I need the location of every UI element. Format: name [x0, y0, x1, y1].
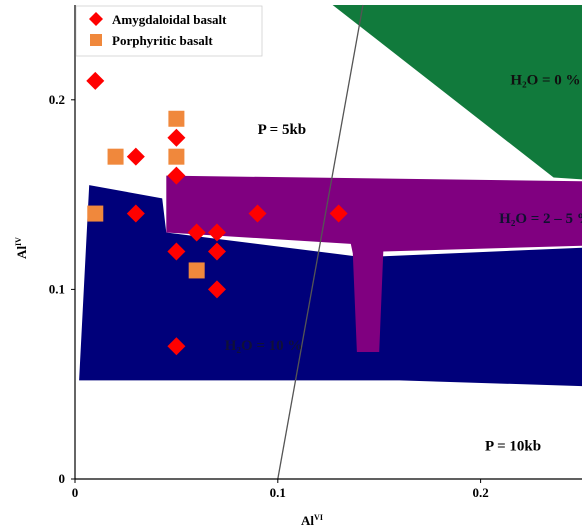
y-tick-label-1: 0.1: [49, 281, 65, 296]
y-axis-title: AlIV: [14, 237, 29, 259]
legend-marker-diamond: [89, 12, 103, 26]
amygdaloidal-point-7: [167, 337, 186, 356]
x-tick-label-2: 0.2: [472, 485, 488, 500]
amygdaloidal-point-9: [207, 223, 226, 242]
region-2: [166, 175, 582, 352]
amygdaloidal-point-8: [187, 223, 206, 242]
legend-label-amygdaloidal: Amygdaloidal basalt: [112, 12, 227, 27]
region-label-1: H₂O = 10 %: [225, 338, 303, 354]
x-ticks: 0 0.1 0.2: [72, 479, 489, 500]
region-label-2: H₂O = 2 – 5 %: [499, 211, 582, 227]
amygdaloidal-point-6: [167, 242, 186, 261]
amygdaloidal-point-1: [86, 71, 105, 90]
legend-box: [75, 5, 263, 57]
y-ticks: 0 0.1 0.2: [49, 92, 75, 486]
amygdaloidal-point-5: [167, 166, 186, 185]
region-labels-layer: H₂O = 10 % H₂O = 2 – 5 % H₂O = 0 %: [225, 73, 582, 354]
pressure-annotation-2: P = 10kb: [485, 439, 541, 455]
pressure-annotation-1: P = 5kb: [258, 122, 307, 138]
amygdaloidal-point-11: [207, 280, 226, 299]
amygdaloidal-point-10: [207, 242, 226, 261]
x-axis-title: AlVI: [301, 513, 323, 527]
amygdaloidal-point-2: [126, 147, 145, 166]
data-points-layer: [86, 71, 348, 356]
legend: Amygdaloidal basalt Porphyritic basalt: [75, 5, 263, 57]
amygdaloidal-point-4: [167, 128, 186, 147]
x-tick-label-0: 0: [72, 485, 79, 500]
porphyritic-point-5: [188, 262, 205, 279]
region-label-3: H₂O = 0 %: [510, 73, 580, 89]
boundary-line-layer: [277, 4, 364, 480]
porphyritic-point-4: [168, 148, 185, 165]
porphyritic-point-1: [87, 205, 104, 222]
region-3: [332, 5, 582, 180]
regions-layer: [79, 5, 582, 387]
y-tick-label-0: 0: [59, 471, 66, 486]
porphyritic-point-2: [107, 148, 124, 165]
y-tick-label-2: 0.2: [49, 92, 65, 107]
axes: [74, 5, 582, 480]
amygdaloidal-point-13: [329, 204, 348, 223]
legend-marker-square: [90, 34, 102, 46]
amygdaloidal-point-12: [248, 204, 267, 223]
pressure-boundary-line: [277, 4, 364, 480]
x-tick-label-1: 0.1: [270, 485, 286, 500]
amygdaloidal-point-3: [126, 204, 145, 223]
porphyritic-point-3: [168, 110, 185, 127]
pressure-annotations-layer: P = 5kb P = 10kb: [258, 122, 542, 455]
legend-label-porphyritic: Porphyritic basalt: [112, 33, 213, 48]
region-1: [79, 185, 582, 387]
